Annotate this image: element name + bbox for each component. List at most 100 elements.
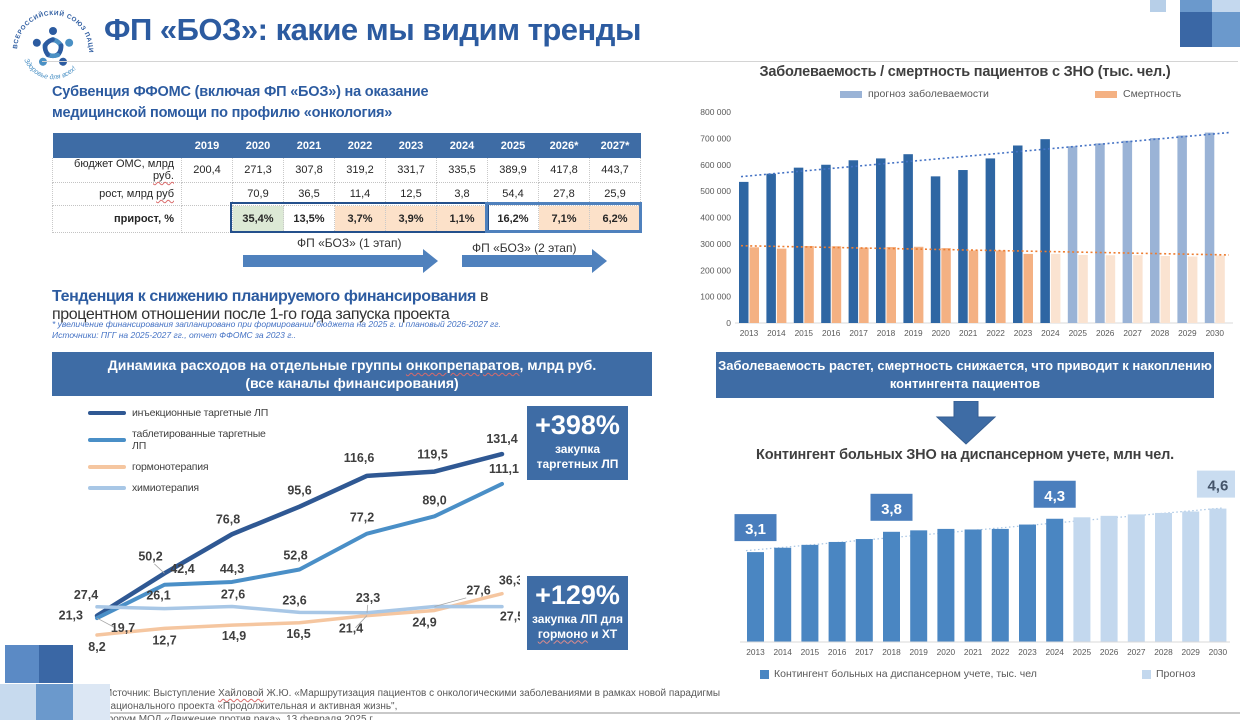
data-label: 77,2 bbox=[350, 511, 374, 525]
incidence-bar-chart: 0 100 000 200 000 300 000 400 000 500 000 600 … bbox=[700, 107, 1233, 338]
corner-square bbox=[1150, 0, 1166, 12]
bar bbox=[941, 248, 951, 323]
bar bbox=[991, 528, 1009, 642]
stage2-label: ФП «БОЗ» (2 этап) bbox=[472, 241, 577, 255]
bar bbox=[739, 181, 749, 323]
legend-swatch bbox=[1142, 669, 1151, 679]
trend-statement-rest: в процентном отношении после 1-го года з… bbox=[52, 288, 489, 323]
data-label: 131,4 bbox=[486, 432, 517, 446]
bar bbox=[1019, 524, 1036, 642]
corner-square bbox=[0, 684, 36, 720]
y-tick-label: 600 000 bbox=[700, 160, 731, 170]
contingent-chart-legend: Контингент больных на диспансерном учете… bbox=[700, 668, 1235, 682]
x-tick-label: 2023 bbox=[1018, 647, 1037, 657]
corner-square bbox=[1212, 12, 1240, 47]
x-tick-label: 2023 bbox=[1014, 328, 1033, 338]
callout-label: 3,1 bbox=[745, 521, 766, 538]
label-callout-line bbox=[355, 615, 368, 629]
bar bbox=[801, 544, 819, 642]
bar bbox=[1023, 253, 1033, 323]
stage1-arrow-icon bbox=[243, 249, 438, 273]
line-series bbox=[95, 604, 504, 615]
x-tick-label: 2024 bbox=[1041, 328, 1060, 338]
bar bbox=[1050, 253, 1061, 323]
data-label: 23,3 bbox=[356, 591, 380, 605]
x-tick-label: 2029 bbox=[1181, 647, 1200, 657]
data-label: 116,6 bbox=[344, 451, 375, 465]
data-label: 8,2 bbox=[88, 640, 105, 654]
bar bbox=[1040, 139, 1050, 323]
bar bbox=[958, 170, 968, 323]
x-tick-label: 2019 bbox=[909, 647, 928, 657]
label-callout-line bbox=[96, 617, 116, 629]
data-label: 95,6 bbox=[287, 484, 311, 498]
x-tick-label: 2027 bbox=[1127, 647, 1146, 657]
bar bbox=[1013, 145, 1023, 323]
source-footer: Источник: Выступление Хайловой Ж.Ю. «Мар… bbox=[105, 688, 721, 720]
callout-label: 4,3 bbox=[1044, 488, 1065, 505]
bar bbox=[766, 173, 776, 323]
data-label: 21,4 bbox=[339, 622, 363, 636]
data-label: 26,1 bbox=[146, 589, 170, 603]
x-tick-label: 2029 bbox=[1178, 328, 1197, 338]
callout-label: 4,6 bbox=[1207, 478, 1228, 495]
bar bbox=[855, 539, 873, 642]
x-tick-label: 2024 bbox=[1045, 647, 1064, 657]
oncodrug-chart-title: Динамика расходов на отдельные группы он… bbox=[52, 352, 652, 396]
ffoms-table: 2019 2020 2021 2022 2023 2024 2025 2026* 2027* бю… bbox=[52, 133, 642, 233]
footnote-1: * увеличение финансирования запланирован… bbox=[52, 319, 501, 329]
legend-swatch bbox=[88, 411, 126, 415]
x-tick-label: 2030 bbox=[1206, 328, 1225, 338]
callout-box bbox=[734, 514, 777, 542]
legend-swatch bbox=[760, 669, 769, 679]
corner-square bbox=[36, 684, 73, 720]
bar bbox=[996, 250, 1006, 323]
data-label: 44,3 bbox=[220, 562, 244, 576]
down-arrow-icon bbox=[935, 401, 997, 445]
bar bbox=[1204, 132, 1215, 323]
legend-item: химиотерапия bbox=[88, 482, 278, 494]
bar bbox=[804, 245, 814, 323]
trend-line bbox=[745, 507, 1223, 552]
data-label: 111,1 bbox=[489, 462, 519, 476]
bar bbox=[937, 528, 955, 642]
legend-item: таблетированные таргетные ЛП bbox=[88, 428, 278, 452]
trend-statement-bold: Тенденция к снижению планируемого финанс… bbox=[52, 288, 476, 305]
data-label: 76,8 bbox=[216, 512, 240, 526]
x-tick-label: 2019 bbox=[904, 328, 923, 338]
bar bbox=[1177, 135, 1187, 323]
bar bbox=[828, 541, 846, 642]
bar bbox=[793, 167, 804, 323]
bar bbox=[848, 160, 859, 323]
corner-square bbox=[1180, 0, 1212, 12]
bar bbox=[1095, 143, 1105, 323]
subvention-heading: Субвенция ФФОМС (включая ФП «БОЗ») на ок… bbox=[52, 84, 429, 122]
stage1-label: ФП «БОЗ» (1 этап) bbox=[297, 236, 402, 250]
y-tick-label: 500 000 bbox=[700, 186, 731, 196]
corner-square bbox=[1180, 12, 1212, 47]
x-tick-label: 2026 bbox=[1100, 647, 1119, 657]
x-tick-label: 2013 bbox=[740, 328, 759, 338]
bar bbox=[1100, 515, 1118, 642]
data-label: 27,4 bbox=[74, 588, 98, 602]
table-row: бюджет ОМС, млрд руб. 200,4 271,3 307,8 319,… bbox=[52, 158, 641, 183]
bar bbox=[1127, 514, 1145, 642]
table-row: рост, млрд руб 70,9 36,5 11,4 12,5 3,8 54,4 27,… bbox=[52, 182, 641, 206]
insight-banner: Заболеваемость растет, смертность снижае… bbox=[716, 352, 1214, 398]
corner-square bbox=[39, 645, 73, 683]
data-label: 42,4 bbox=[170, 562, 194, 576]
callout-box bbox=[1196, 470, 1235, 498]
data-label: 19,7 bbox=[111, 621, 135, 635]
bar bbox=[968, 250, 979, 323]
label-callout-line bbox=[366, 604, 369, 613]
legend-swatch bbox=[88, 465, 126, 469]
vsp-logo: ВСЕРОССИЙСКИЙ СОЮЗ ПАЦИЕНТОВ Здоровье дл… bbox=[8, 4, 93, 81]
trend-line bbox=[740, 244, 1230, 256]
contingent-bar-chart: 2013 2014 2015 2016 2017 2018 2019 2020 2021 2022… bbox=[734, 470, 1235, 657]
x-tick-label: 2013 bbox=[746, 647, 765, 657]
contingent-chart-title: Контингент больных ЗНО на диспансерном у… bbox=[756, 447, 1174, 463]
data-label: 23,6 bbox=[282, 593, 306, 607]
line-series bbox=[95, 591, 504, 637]
data-label: 12,7 bbox=[152, 633, 176, 647]
